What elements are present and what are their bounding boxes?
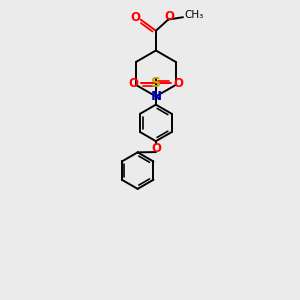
Text: S: S xyxy=(151,76,161,90)
Text: CH₃: CH₃ xyxy=(184,11,204,20)
Text: O: O xyxy=(165,10,175,22)
Text: O: O xyxy=(131,11,141,24)
Text: O: O xyxy=(129,77,139,90)
Text: O: O xyxy=(173,77,183,90)
Text: O: O xyxy=(151,142,161,155)
Text: N: N xyxy=(150,90,161,103)
